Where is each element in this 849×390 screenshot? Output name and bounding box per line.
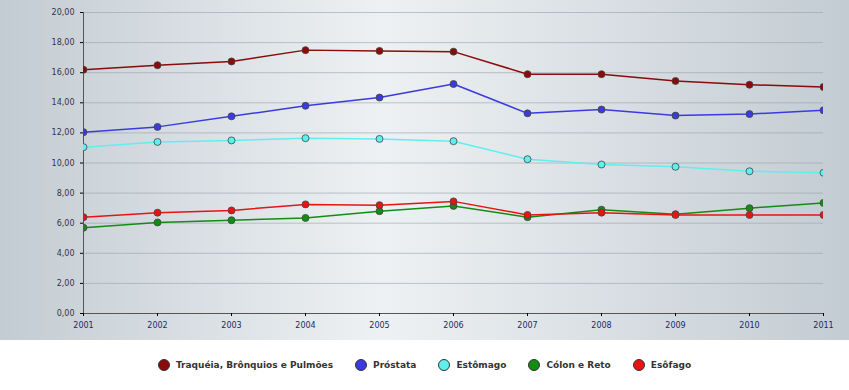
svg-text:2011: 2011 xyxy=(813,321,833,330)
svg-text:2006: 2006 xyxy=(443,321,463,330)
svg-text:8,00: 8,00 xyxy=(57,189,75,198)
svg-text:2010: 2010 xyxy=(739,321,759,330)
svg-text:2005: 2005 xyxy=(369,321,389,330)
html-text:Esôfago: Esôfago xyxy=(650,360,692,370)
svg-text:2007: 2007 xyxy=(517,321,537,330)
svg-text:6,00: 6,00 xyxy=(57,219,75,228)
svg-text:16,00: 16,00 xyxy=(52,68,75,77)
html-text:Estômago: Estômago xyxy=(456,360,507,370)
html-text:Próstata: Próstata xyxy=(373,360,417,370)
svg-text:2004: 2004 xyxy=(295,321,315,330)
svg-text:2001: 2001 xyxy=(73,321,93,330)
svg-text:12,00: 12,00 xyxy=(52,128,75,137)
svg-text:10,00: 10,00 xyxy=(52,159,75,168)
svg-text:14,00: 14,00 xyxy=(52,98,75,107)
svg-text:2,00: 2,00 xyxy=(57,279,75,288)
svg-text:2009: 2009 xyxy=(665,321,685,330)
svg-text:4,00: 4,00 xyxy=(57,249,75,258)
svg-text:2003: 2003 xyxy=(221,321,241,330)
svg-text:2008: 2008 xyxy=(591,321,611,330)
html-text:Cólon e Reto: Cólon e Reto xyxy=(546,360,611,370)
svg-text:20,00: 20,00 xyxy=(52,8,75,17)
svg-text:2002: 2002 xyxy=(147,321,167,330)
svg-text:18,00: 18,00 xyxy=(52,38,75,47)
svg-text:0,00: 0,00 xyxy=(57,309,75,318)
html-text:Traquéia, Brônquios e Pulmões: Traquéia, Brônquios e Pulmões xyxy=(175,360,333,370)
